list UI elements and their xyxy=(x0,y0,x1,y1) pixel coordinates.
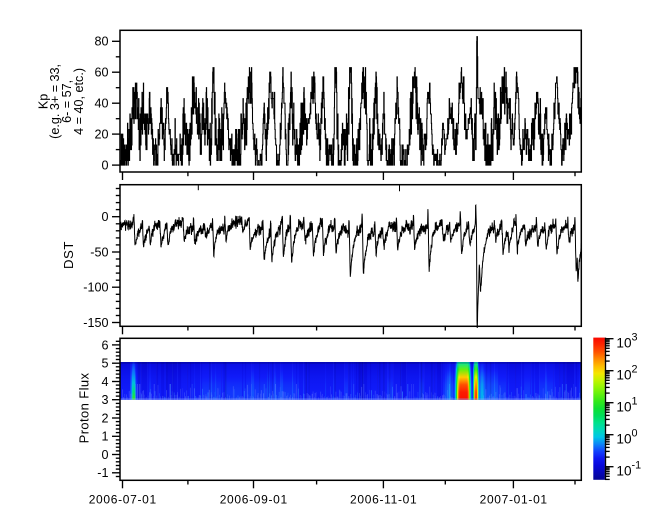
svg-text:2006-11-01: 2006-11-01 xyxy=(350,493,417,507)
svg-text:4 = 40, etc.): 4 = 40, etc.) xyxy=(72,68,86,135)
svg-text:-150: -150 xyxy=(83,316,108,330)
svg-text:DST: DST xyxy=(61,241,76,269)
svg-text:6- = 57,: 6- = 57, xyxy=(60,80,74,123)
svg-text:6: 6 xyxy=(101,338,108,352)
svg-text:Kp: Kp xyxy=(36,94,50,109)
svg-text:4: 4 xyxy=(101,375,108,389)
svg-text:0: 0 xyxy=(101,448,108,462)
svg-text:40: 40 xyxy=(94,97,108,111)
svg-text:60: 60 xyxy=(94,66,108,80)
svg-text:Proton Flux: Proton Flux xyxy=(77,373,92,444)
svg-text:2007-01-01: 2007-01-01 xyxy=(480,493,548,507)
svg-text:80: 80 xyxy=(94,35,108,49)
svg-text:1: 1 xyxy=(101,430,108,444)
svg-text:-50: -50 xyxy=(90,245,108,259)
svg-text:2006-09-01: 2006-09-01 xyxy=(220,493,288,507)
svg-text:5: 5 xyxy=(101,357,108,371)
svg-text:3: 3 xyxy=(101,393,108,407)
svg-text:(e.g. 3+ = 33,: (e.g. 3+ = 33, xyxy=(48,64,62,139)
svg-text:2: 2 xyxy=(101,411,108,425)
svg-text:-1: -1 xyxy=(97,466,108,480)
svg-text:0: 0 xyxy=(101,159,108,173)
svg-text:2006-07-01: 2006-07-01 xyxy=(89,493,157,507)
svg-text:-100: -100 xyxy=(83,281,108,295)
svg-text:0: 0 xyxy=(101,210,108,224)
svg-text:20: 20 xyxy=(94,128,108,142)
